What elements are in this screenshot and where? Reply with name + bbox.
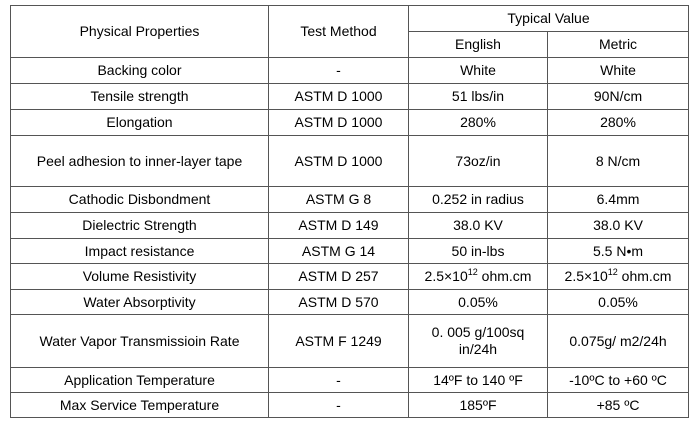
table-cell: 0.075g/ m2/24h: [546, 314, 690, 368]
table-cell: 0.252 in radius: [408, 186, 548, 213]
cell-text: 0. 005 g/100sq in/24h: [431, 324, 525, 357]
table-cell: 6.4mm: [546, 186, 690, 213]
table-cell: -10ºC to +60 ºC: [546, 367, 690, 393]
table-cell: 185ºF: [408, 392, 548, 418]
table-cell: Cathodic Disbondment: [10, 186, 269, 213]
table-row: Backing color - White White: [10, 57, 690, 84]
table-row: Volume Resistivity ASTM D 257 2.5×1012 ohm…: [10, 263, 690, 290]
table-cell: ASTM F 1249: [268, 314, 409, 368]
table-cell: Impact resistance: [10, 238, 269, 264]
table-cell: ASTM G 14: [268, 238, 409, 264]
table-cell: Max Service Temperature: [10, 392, 269, 418]
table-cell: 0. 005 g/100sq in/24h: [408, 314, 548, 368]
cell-exponent: 12: [607, 267, 618, 277]
table-cell: ASTM G 8: [268, 186, 409, 213]
table-cell: ASTM D 570: [268, 289, 409, 315]
table-row: Dielectric Strength ASTM D 149 38.0 KV 38.0…: [10, 212, 690, 239]
table-cell: 280%: [408, 109, 548, 136]
cell-unit: ohm.cm: [617, 268, 672, 284]
header-cell: Metric: [546, 31, 690, 58]
cell-unit: ohm.cm: [477, 268, 532, 284]
header-cell: English: [408, 31, 548, 58]
table-row: Application Temperature -14ºF to 140 ºF -1…: [10, 367, 690, 393]
table-cell: Backing color: [10, 57, 269, 84]
table-row: Water Vapor Transmissioin Rate ASTM F 124…: [10, 314, 690, 368]
header-cell: Typical Value: [407, 5, 690, 32]
table-cell: Volume Resistivity: [10, 263, 269, 290]
table-cell: 51 lbs/in: [408, 83, 548, 110]
table-cell: ASTM D 1000: [268, 109, 409, 136]
table-cell: White: [408, 57, 548, 84]
table-cell: 73oz/in: [408, 135, 548, 187]
table-cell: 0.05%: [546, 289, 690, 315]
table-cell: 38.0 KV: [408, 212, 548, 239]
header-cell: Test Method: [268, 5, 409, 58]
table-row: Water Absorptivity ASTM D 570 0.05% 0.05%: [10, 289, 690, 315]
table-cell: 8 N/cm: [546, 135, 690, 187]
table-cell: 90N/cm: [546, 83, 690, 110]
table-cell: 2.5×1012 ohm.cm: [546, 263, 690, 290]
table-cell: Water Vapor Transmissioin Rate: [10, 314, 269, 368]
cell-base: 2.5×10: [424, 268, 468, 284]
table-cell: Water Absorptivity: [10, 289, 269, 315]
cell-base: 2.5×10: [564, 268, 608, 284]
table-cell: 38.0 KV: [546, 212, 690, 239]
table-cell: -: [268, 57, 409, 84]
table-cell: -: [268, 367, 409, 393]
table-cell: 50 in-lbs: [408, 238, 548, 264]
table-row: Cathodic Disbondment ASTM G 8 0.252 in rad…: [10, 186, 690, 213]
table-cell: White: [546, 57, 690, 84]
cell-exponent: 12: [467, 267, 478, 277]
table-cell: 5.5 N•m: [546, 238, 690, 264]
table-cell: +85 ºC: [546, 392, 690, 418]
table-cell: Dielectric Strength: [10, 212, 269, 239]
table-cell: 2.5×1012 ohm.cm: [408, 263, 548, 290]
table-cell: -: [268, 392, 409, 418]
table-cell: Application Temperature: [10, 367, 269, 393]
table-cell: ASTM D 149: [268, 212, 409, 239]
table-cell: 0.05%: [408, 289, 548, 315]
header-cell: Physical Properties: [10, 5, 269, 58]
table-row: Tensile strength ASTM D 1000 51 lbs/in 90N/…: [10, 83, 690, 110]
table-cell: 14ºF to 140 ºF: [408, 367, 548, 393]
table-cell: Elongation: [10, 109, 269, 136]
table-cell: ASTM D 1000: [268, 135, 409, 187]
table-cell: 280%: [546, 109, 690, 136]
table-row: Peel adhesion to inner-layer tape ASTM D …: [10, 135, 690, 187]
table-cell: Peel adhesion to inner-layer tape: [10, 135, 269, 187]
properties-table: Physical Properties Test Method Typical …: [10, 5, 690, 418]
table-cell: ASTM D 257: [268, 263, 409, 290]
table-row: Impact resistance ASTM G 14 50 in-lbs 5.5 N…: [10, 238, 690, 264]
table-cell: Tensile strength: [10, 83, 269, 110]
table-row: Elongation ASTM D 1000 280% 280%: [10, 109, 690, 136]
table-cell: ASTM D 1000: [268, 83, 409, 110]
table-row: Max Service Temperature -185ºF +85 ºC: [10, 392, 690, 418]
